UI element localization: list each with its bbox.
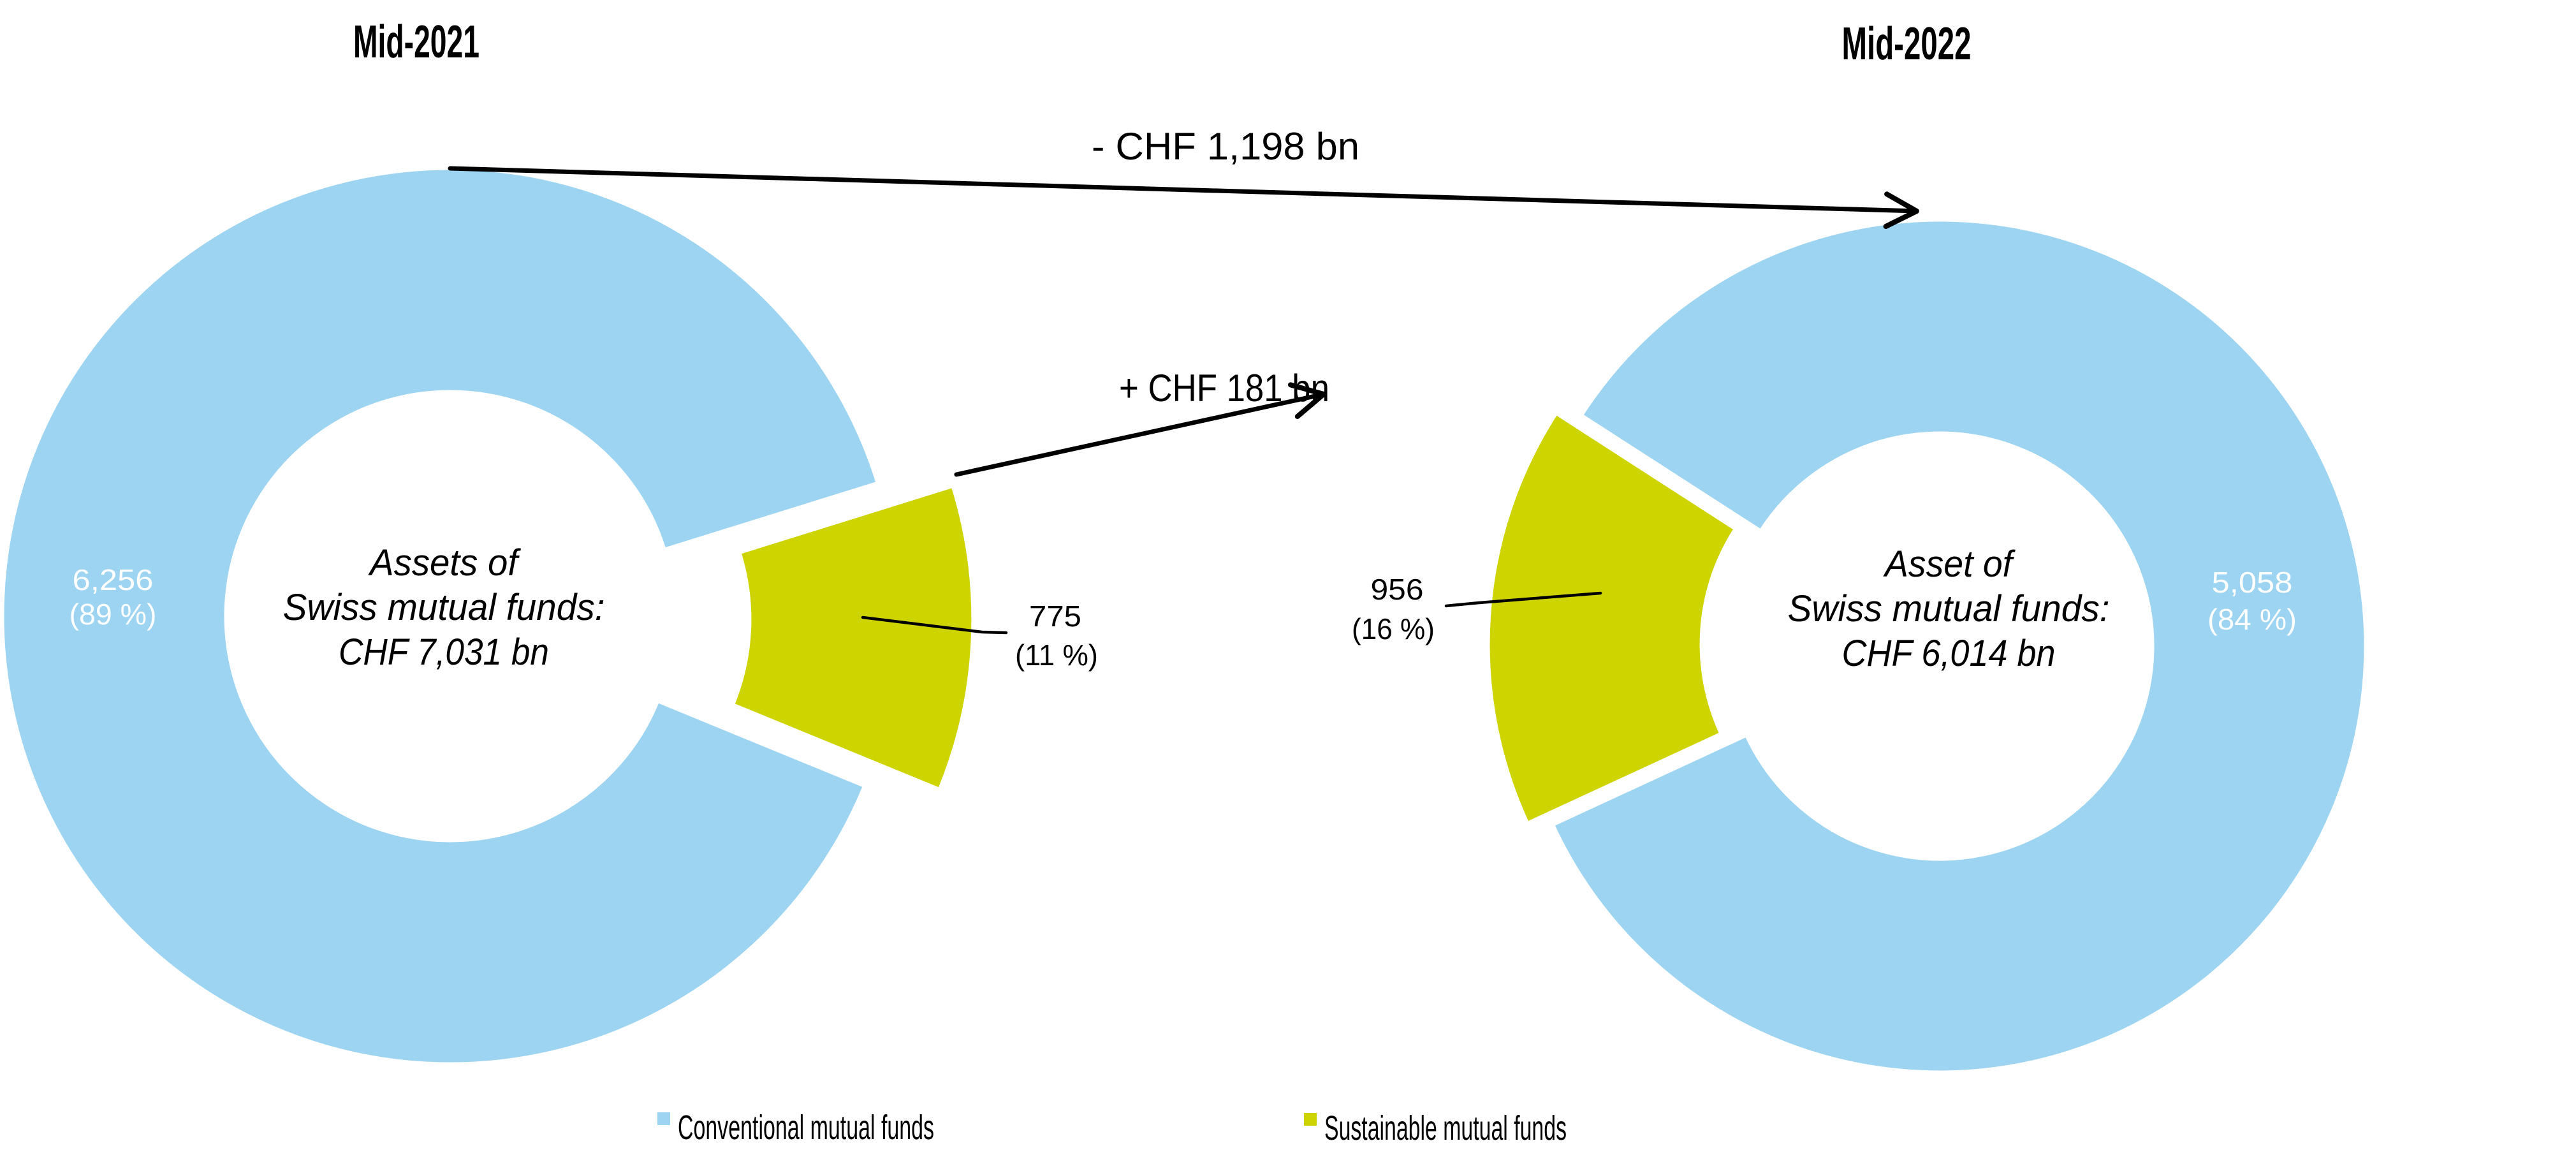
slice-sustainable	[1486, 411, 1737, 825]
value-label: 6,256	[73, 563, 154, 596]
value-label: 5,058	[2212, 566, 2293, 599]
value-label: 956	[1371, 573, 1424, 606]
leader-line-775	[861, 615, 1008, 635]
center-label-line: Swiss mutual funds:	[1788, 588, 2110, 630]
arrowhead-icon	[1883, 191, 1919, 229]
donut-mid-2022	[1486, 218, 2367, 1074]
slice-labels-right-conventional: 5,058 (84 %)	[2207, 566, 2297, 636]
legend-item-conventional: Conventional mutual funds	[657, 1108, 934, 1147]
slice-conventional	[1, 166, 879, 1066]
center-label-mid-2021: Assets of Swiss mutual funds: CHF 7,031 …	[283, 542, 605, 673]
slice-sustainable	[731, 484, 975, 791]
center-label-line: CHF 7,031 bn	[339, 631, 549, 673]
center-label-mid-2022: Asset of Swiss mutual funds: CHF 6,014 b…	[1788, 543, 2110, 674]
center-label-line: CHF 6,014 bn	[1842, 633, 2056, 674]
value-label: 775	[1029, 600, 1081, 633]
arrow-shaft	[954, 392, 1326, 477]
leader-line-956	[1444, 591, 1602, 608]
percent-label: (84 %)	[2207, 603, 2297, 636]
arrow-shaft	[448, 166, 1919, 214]
slice-labels-right-sustainable: 956 (16 %)	[1352, 573, 1602, 645]
title-mid-2021: Mid-2021	[353, 17, 479, 68]
slice-labels-left-conventional: 6,256 (89 %)	[70, 563, 157, 631]
center-label-line: Asset of	[1883, 543, 2016, 585]
arrowhead-icon	[1288, 382, 1326, 419]
legend-item-sustainable: Sustainable mutual funds	[1304, 1109, 1567, 1147]
donut-mid-2021	[1, 166, 975, 1066]
percent-label: (16 %)	[1352, 612, 1435, 645]
legend: Conventional mutual funds Sustainable mu…	[657, 1108, 1567, 1147]
slice-labels-left-sustainable: 775 (11 %)	[861, 600, 1098, 672]
arrow-conventional-change	[448, 166, 1919, 229]
arrow-sustainable-change	[954, 382, 1326, 477]
percent-label: (89 %)	[70, 598, 157, 631]
legend-label-sustainable: Sustainable mutual funds	[1324, 1109, 1567, 1147]
percent-label: (11 %)	[1015, 638, 1098, 672]
legend-label-conventional: Conventional mutual funds	[678, 1108, 934, 1147]
legend-swatch-sustainable-icon	[1304, 1113, 1317, 1126]
center-label-line: Swiss mutual funds:	[283, 587, 605, 628]
title-mid-2022: Mid-2022	[1842, 18, 1972, 70]
flow-label-conventional: - CHF 1,198 bn	[1092, 125, 1359, 168]
flow-label-sustainable: + CHF 181 bn	[1119, 367, 1329, 409]
slice-conventional	[1551, 218, 2367, 1074]
center-label-line: Assets of	[368, 542, 522, 584]
legend-swatch-conventional-icon	[657, 1112, 670, 1125]
